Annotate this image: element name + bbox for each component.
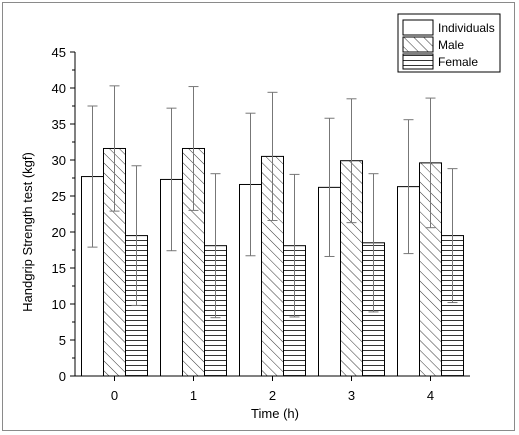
legend-swatch-male [402, 36, 434, 53]
x-tick-label: 1 [190, 388, 197, 403]
legend-label-individuals: Individuals [438, 21, 495, 35]
y-axis-title: Handgrip Strength test (kgf) [20, 152, 35, 312]
legend-swatch-individuals [402, 19, 434, 36]
y-tick-label: 30 [52, 153, 66, 168]
x-tick-label: 2 [269, 388, 276, 403]
y-tick-label: 15 [52, 261, 66, 276]
legend-swatch-female [402, 53, 434, 70]
x-tick-label: 0 [111, 388, 118, 403]
y-tick-label: 45 [52, 45, 66, 60]
legend-label-female: Female [438, 55, 478, 69]
y-tick-label: 0 [59, 369, 66, 384]
y-tick-label: 10 [52, 297, 66, 312]
x-axis-title: Time (h) [251, 406, 299, 421]
y-tick-label: 40 [52, 81, 66, 96]
legend: Individuals Male Female [397, 13, 501, 73]
x-tick-label: 4 [427, 388, 434, 403]
plot-area: 0 5 10 15 20 25 30 35 40 45 0 1 2 3 4 [52, 45, 470, 403]
y-tick-label: 25 [52, 189, 66, 204]
x-tick-label: 3 [348, 388, 355, 403]
y-tick-label: 5 [59, 333, 66, 348]
legend-label-male: Male [438, 38, 464, 52]
y-tick-label: 20 [52, 225, 66, 240]
y-tick-label: 35 [52, 117, 66, 132]
